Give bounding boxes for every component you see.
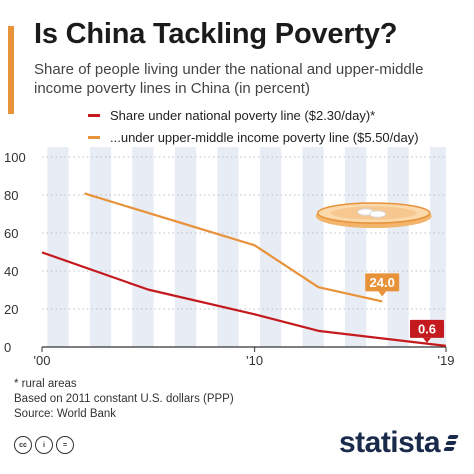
brand-logo[interactable]: statista [339,426,460,460]
end-label-upper: 24.0 [370,275,395,290]
footnote-ppp: Based on 2011 constant U.S. dollars (PPP… [14,393,234,405]
line-upper-middle-poverty [84,192,383,303]
legend-item-upper: ...under upper-middle income poverty lin… [88,126,419,148]
end-label-pointer [378,291,387,297]
end-label-national: 0.6 [418,321,436,336]
year-band [174,147,197,347]
footnote-rural: * rural areas [14,378,77,390]
end-label-pointer [423,337,431,343]
year-band [217,147,239,347]
year-band [89,147,112,347]
y-tick-label: 0 [4,340,11,355]
year-band [387,147,409,347]
page-title: Is China Tackling Poverty? [34,18,398,50]
y-tick-label: 100 [4,150,26,165]
line-national-poverty [41,251,447,347]
coin-illustration [369,210,387,218]
y-tick-label: 60 [4,226,18,241]
year-band [345,147,367,347]
year-band [302,147,324,347]
end-label-box-upper [365,273,400,292]
creative-commons-icon[interactable]: cc [14,436,32,454]
brand-name: statista [338,426,441,459]
legend-label-national: Share under national poverty line ($2.30… [110,107,376,123]
footer-notes: * rural areas Based on 2011 constant U.S… [14,377,234,422]
legend-label-upper: ...under upper-middle income poverty lin… [110,129,419,145]
license-icons[interactable]: cc i = [14,436,74,454]
year-band [47,147,69,347]
legend-item-national: Share under national poverty line ($2.30… [88,104,419,126]
line-chart: 0 20 40 60 80 100 '00 '10 '19 0.6 24.0 [4,147,455,368]
year-band [132,147,154,347]
y-tick-label: 40 [4,264,18,279]
year-band [259,147,282,347]
x-tick-label: '10 [246,353,263,368]
y-tick-label: 80 [4,188,18,203]
title-accent-bar [8,26,14,114]
year-band [430,147,446,347]
y-tick-label: 20 [4,302,18,317]
chart-legend: Share under national poverty line ($2.30… [88,104,419,148]
end-label-box-national [410,319,444,338]
legend-swatch-upper [88,135,100,139]
legend-swatch-national [88,113,100,117]
source-note: Source: World Bank [14,408,117,420]
page-subtitle: Share of people living under the nationa… [34,61,424,97]
attribution-icon[interactable]: i [35,436,53,454]
no-derivatives-icon[interactable]: = [56,436,74,454]
x-tick-label: '19 [438,353,455,368]
brand-mark-icon [443,433,460,453]
x-tick-label: '00 [34,353,51,368]
